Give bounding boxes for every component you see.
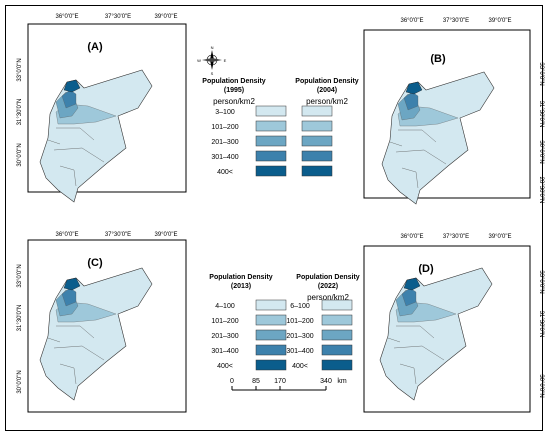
legend-class-label: 301–400 [286, 348, 313, 355]
legend-swatch [301, 120, 333, 132]
legend-swatch [301, 135, 333, 147]
legend-class-label: 400< [292, 363, 308, 370]
legend-year: (2013) [231, 283, 251, 290]
legend-swatch [255, 150, 287, 162]
y-tick-label: 33°0'0"N [17, 58, 23, 81]
legend-unit: person/km2 [306, 97, 348, 106]
west-label: W [197, 58, 201, 63]
legend-swatch [255, 359, 287, 371]
legend-1995: Population Density (1995) person/km2 3–1… [202, 78, 287, 177]
scale-tick: 340 [320, 378, 332, 385]
north-arrow: N S E W [197, 45, 227, 76]
panel-label: (B) [430, 53, 446, 65]
legend-class-label: 4–100 [215, 303, 235, 310]
legend-title: Population Density [296, 274, 360, 281]
scale-tick: 85 [252, 378, 260, 385]
x-tick-label: 36°0'0"E [400, 18, 423, 24]
legend-2013: Population Density (2013) 4–100 101–200 20… [209, 274, 287, 371]
legend-title: Population Density [202, 78, 266, 85]
legend-swatch [321, 359, 353, 371]
legend-2004: Population Density (2004) person/km2 [295, 78, 359, 177]
legend-swatch [301, 105, 333, 117]
x-tick-label: 37°30'0"E [105, 232, 131, 238]
x-tick-label: 39°0'0"E [154, 14, 177, 20]
legend-swatch [255, 299, 287, 311]
panel-d: (D) 36°0'0"E 37°30'0"E 39°0'0"E 33°0'0"N… [363, 234, 544, 413]
legend-class-label: 201–300 [286, 333, 313, 340]
panel-b: (B) 36°0'0"E 37°30'0"E 39°0'0"E 33°0'0"N… [363, 18, 544, 205]
legend-year: (1995) [224, 87, 244, 94]
legend-class-label: 400< [217, 363, 233, 370]
x-tick-label: 36°0'0"E [55, 232, 78, 238]
legend-year: (2004) [317, 87, 337, 94]
legend-2022: Population Density (2022) person/km2 6–1… [286, 274, 360, 371]
x-tick-label: 36°0'0"E [55, 14, 78, 20]
legend-class-label: 301–400 [211, 348, 238, 355]
scale-tick: 0 [230, 378, 234, 385]
panel-label: (A) [87, 41, 103, 53]
y-tick-label: 28°30'0"N [538, 177, 544, 204]
x-tick-label: 37°30'0"E [443, 18, 469, 24]
legend-class-label: 6–100 [290, 303, 310, 310]
legend-swatch [255, 314, 287, 326]
legend-class-label: 201–300 [211, 139, 238, 146]
scale-unit: km [337, 378, 347, 385]
east-label: E [224, 58, 227, 63]
legend-swatch [301, 150, 333, 162]
legend-swatch [255, 165, 287, 177]
legend-swatch [321, 299, 353, 311]
legend-class-label: 3–100 [215, 109, 235, 116]
south-label: S [211, 71, 214, 76]
legend-swatch [321, 329, 353, 341]
x-tick-label: 36°0'0"E [400, 234, 423, 240]
y-tick-label: 30°0'0"N [17, 370, 23, 393]
x-tick-label: 39°0'0"E [488, 18, 511, 24]
x-tick-label: 39°0'0"E [488, 234, 511, 240]
x-tick-label: 37°30'0"E [443, 234, 469, 240]
legend-swatch [321, 314, 353, 326]
legend-swatch [255, 120, 287, 132]
y-tick-label: 31°30'0"N [17, 99, 23, 126]
legend-unit: person/km2 [307, 293, 349, 302]
legend-title: Population Density [295, 78, 359, 85]
y-tick-label: 31°30'0"N [17, 305, 23, 332]
y-tick-label: 30°0'0"N [538, 374, 544, 397]
panel-c: (C) 36°0'0"E 37°30'0"E 39°0'0"E 33°0'0"N… [17, 232, 187, 413]
y-tick-label: 30°0'0"N [538, 140, 544, 163]
x-tick-label: 39°0'0"E [154, 232, 177, 238]
y-tick-label: 33°0'0"N [538, 62, 544, 85]
scale-bar: 0 85 170 340 km [230, 378, 347, 391]
legend-swatch [255, 135, 287, 147]
legend-class-label: 201–300 [211, 333, 238, 340]
panel-label: (D) [418, 263, 434, 275]
panel-a: (A) 36°0'0"E 37°30'0"E 39°0'0"E 33°0'0"N… [17, 14, 187, 203]
legend-swatch [255, 329, 287, 341]
y-tick-label: 31°30'0"N [538, 311, 544, 338]
x-tick-label: 37°30'0"E [105, 14, 131, 20]
y-tick-label: 30°0'0"N [17, 143, 23, 166]
y-tick-label: 33°0'0"N [17, 264, 23, 287]
legend-year: (2022) [318, 283, 338, 290]
legend-class-label: 301–400 [211, 154, 238, 161]
legend-class-label: 101–200 [211, 124, 238, 131]
legend-swatch [255, 105, 287, 117]
legend-swatch [321, 344, 353, 356]
y-tick-label: 33°0'0"N [538, 270, 544, 293]
legend-swatch [301, 165, 333, 177]
scale-tick: 170 [274, 378, 286, 385]
y-tick-label: 31°30'0"N [538, 101, 544, 128]
legend-title: Population Density [209, 274, 273, 281]
panel-label: (C) [87, 257, 103, 269]
legend-class-label: 101–200 [211, 318, 238, 325]
legend-swatch [255, 344, 287, 356]
legend-unit: person/km2 [213, 97, 255, 106]
legend-class-label: 101–200 [286, 318, 313, 325]
legend-class-label: 400< [217, 169, 233, 176]
north-label: N [211, 45, 214, 50]
